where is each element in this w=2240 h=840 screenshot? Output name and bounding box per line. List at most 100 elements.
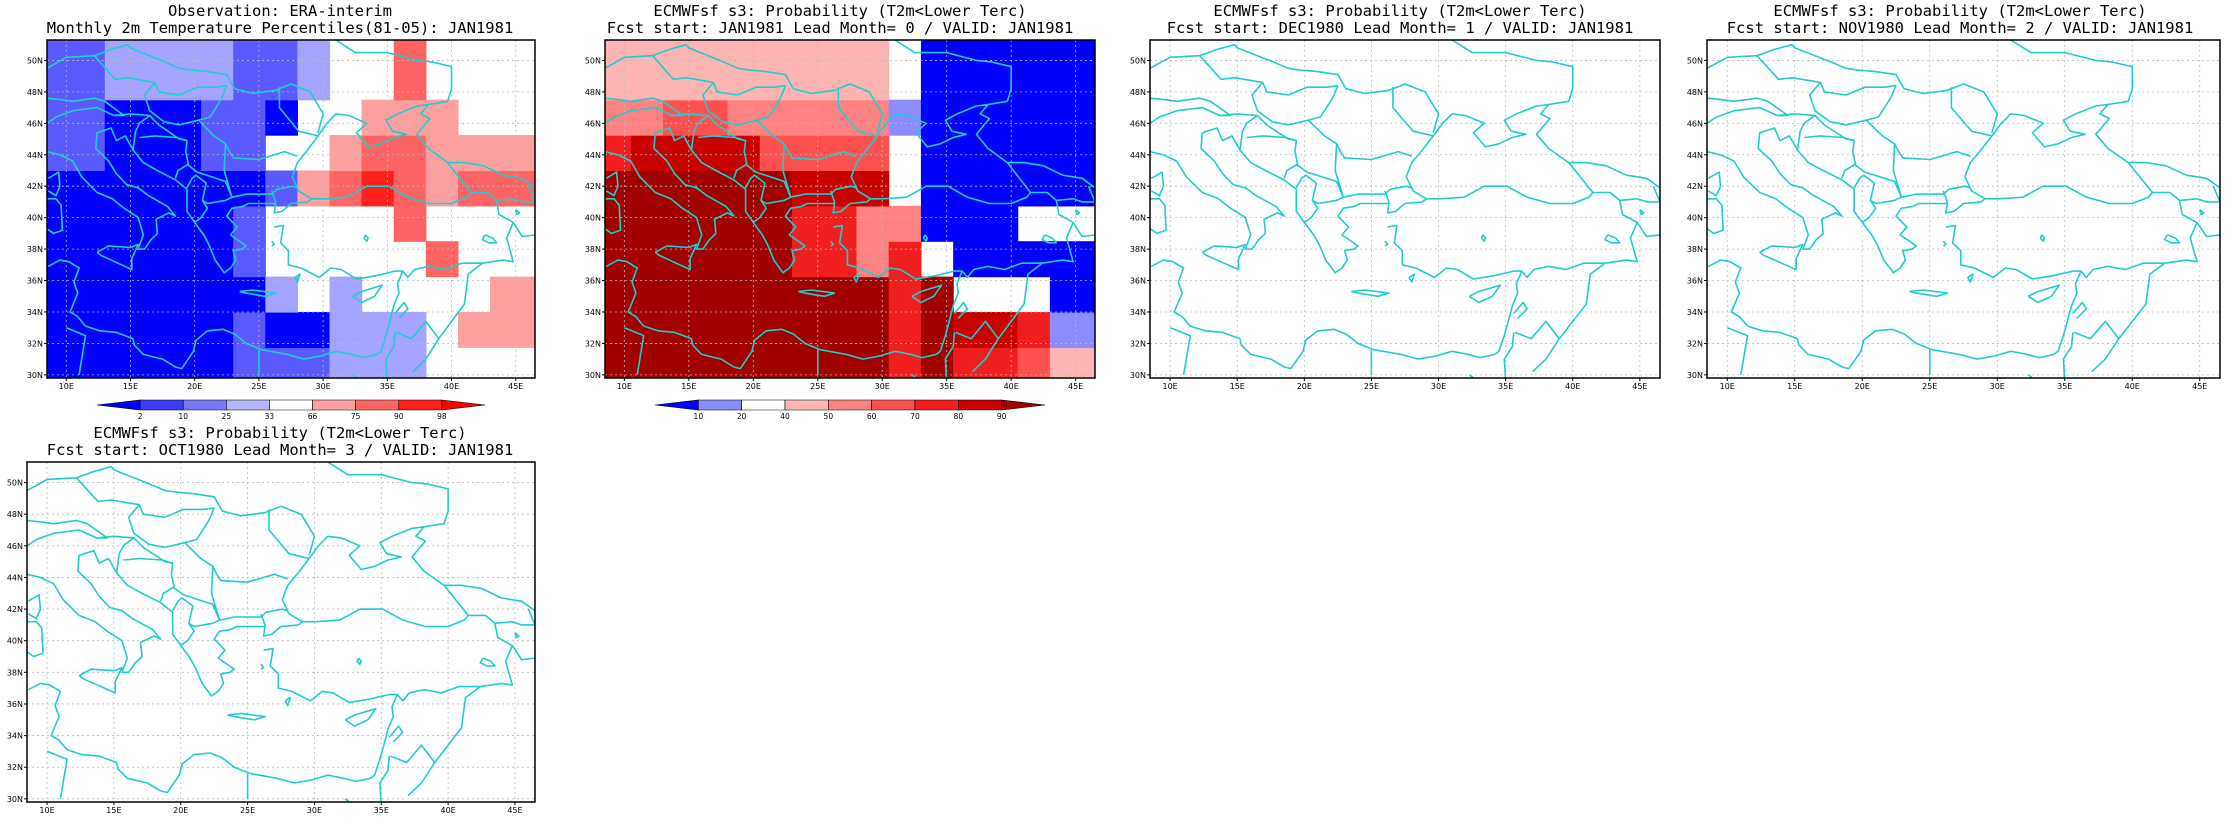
field-cell xyxy=(856,205,890,242)
lat-tick-label: 44N xyxy=(585,151,601,160)
country-border xyxy=(447,161,535,189)
coastline xyxy=(2199,209,2205,216)
panel-title-line-1: Observation: ERA-interim xyxy=(168,2,392,20)
country-border xyxy=(1392,87,1434,137)
lat-tick-label: 46N xyxy=(585,119,601,128)
country-border xyxy=(1777,113,1816,151)
field-cell xyxy=(1017,311,1051,348)
field-cell xyxy=(361,311,395,348)
field-cell xyxy=(727,99,761,136)
field-cell xyxy=(953,205,986,242)
field-cell xyxy=(233,241,266,278)
colorbar-label: 10 xyxy=(694,412,704,421)
field-cell xyxy=(1050,0,1083,30)
field-cell xyxy=(1082,0,1115,30)
colorbar-swatch xyxy=(312,399,356,411)
coastline xyxy=(833,224,964,356)
lon-tick-label: 45E xyxy=(507,806,522,815)
field-cell xyxy=(727,241,761,278)
lat-tick-label: 34N xyxy=(1130,308,1146,317)
colorbar-swatch xyxy=(182,399,227,411)
colorbar-swatch xyxy=(441,399,486,411)
field-cell xyxy=(201,0,234,30)
map-svg: 10E 15E 20E 25E 30E 35E 40E 45E 30N 32N 34N 36N 38N 4… xyxy=(27,0,536,421)
field-cell xyxy=(985,0,1018,30)
colorbar-swatch xyxy=(139,399,184,411)
field-cell xyxy=(233,170,266,207)
country-border xyxy=(1384,190,1390,204)
lat-tick-label: 38N xyxy=(27,245,43,254)
field-cell xyxy=(329,347,363,378)
coastline xyxy=(605,103,1032,274)
field-cell xyxy=(1082,99,1095,136)
lat-tick-label: 40N xyxy=(585,214,601,223)
field-cell xyxy=(727,276,761,313)
lat-tick-label: 38N xyxy=(1130,245,1146,254)
field-cell xyxy=(953,40,986,65)
coastline xyxy=(227,712,266,721)
country-border xyxy=(2212,185,2220,203)
coastline xyxy=(47,171,61,197)
coastline xyxy=(78,666,123,694)
field-cell xyxy=(72,205,106,242)
coastline xyxy=(1747,325,2055,370)
colorbar-swatch xyxy=(784,399,829,411)
colorbar-label: 75 xyxy=(351,412,361,421)
lat-tick-label: 44N xyxy=(27,151,43,160)
colorbar-label: 90 xyxy=(997,412,1007,421)
field-cell xyxy=(1049,135,1083,172)
coastline xyxy=(344,798,351,802)
field-cell xyxy=(630,64,664,101)
colorbar-label: 66 xyxy=(308,412,318,421)
country-border xyxy=(260,613,266,627)
country-border xyxy=(172,597,195,647)
colorbar-label: 50 xyxy=(824,412,834,421)
country-border xyxy=(1636,221,1660,238)
lon-tick-label: 45E xyxy=(1068,382,1083,391)
coastline xyxy=(1384,240,1389,247)
coastline xyxy=(294,273,301,283)
field-cell xyxy=(760,0,793,30)
lat-tick-label: 38N xyxy=(1687,245,1703,254)
lat-tick-label: 30N xyxy=(1687,371,1703,380)
field-cell xyxy=(953,347,986,378)
field-cell xyxy=(361,170,395,207)
field-cell xyxy=(985,64,1019,101)
field-cell xyxy=(856,311,890,348)
field-cell xyxy=(824,40,858,65)
country-border xyxy=(1568,161,1660,189)
field-cell xyxy=(490,135,523,172)
panel-title-line-2: Fcst start: JAN1981 Lead Month= 0 / VALI… xyxy=(606,19,1074,37)
field-cell xyxy=(824,311,858,348)
field-cell xyxy=(856,347,890,378)
field-cell xyxy=(888,205,922,242)
coastline xyxy=(2039,234,2046,242)
lat-tick-label: 50N xyxy=(1130,56,1146,65)
country-border xyxy=(652,55,786,96)
lat-tick-label: 34N xyxy=(1687,308,1703,317)
country-border xyxy=(139,135,188,142)
country-border xyxy=(1950,87,1993,137)
lat-tick-label: 48N xyxy=(7,510,23,519)
country-border xyxy=(1521,200,1639,279)
colorbar-swatch xyxy=(355,399,400,411)
field-cell xyxy=(824,0,857,30)
country-border xyxy=(1892,143,1971,198)
country-border xyxy=(1007,161,1095,189)
lon-tick-label: 20E xyxy=(187,382,202,391)
coastline xyxy=(2027,284,2061,304)
lat-tick-label: 40N xyxy=(1687,214,1703,223)
field-cell xyxy=(425,170,459,207)
panel-title-line-1: ECMWFsf s3: Probability (T2m<Lower Terc) xyxy=(653,2,1027,20)
field-cell xyxy=(136,241,170,278)
coastline xyxy=(922,234,929,242)
field-cell xyxy=(297,40,331,65)
field-cell xyxy=(297,347,331,378)
coastline xyxy=(27,682,68,751)
colorbar-label: 90 xyxy=(394,412,404,421)
coastline xyxy=(1150,103,1594,274)
panel-title-line-1: ECMWFsf s3: Probability (T2m<Lower Terc) xyxy=(1773,2,2147,20)
field-cell xyxy=(329,311,363,348)
country-border xyxy=(623,326,645,376)
field-cell xyxy=(1049,311,1083,348)
